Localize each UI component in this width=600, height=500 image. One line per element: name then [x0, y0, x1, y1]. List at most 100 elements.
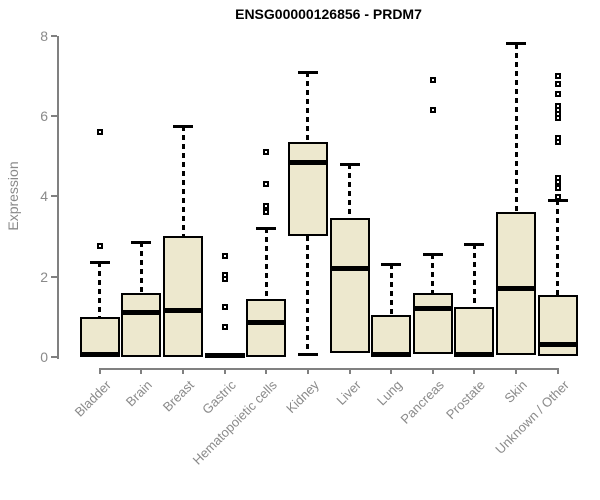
whisker-cap-upper-pancreas	[422, 252, 443, 256]
whisker-upper-skin	[514, 43, 518, 213]
y-tick-label: 0	[40, 348, 48, 365]
x-tick	[348, 368, 351, 374]
x-tick-label-brain: Brain	[123, 377, 156, 410]
y-tick-label: 4	[40, 188, 48, 205]
y-tick	[51, 115, 57, 118]
outlier-unknown-other	[554, 103, 561, 110]
outlier-pancreas	[429, 107, 436, 114]
outlier-unknown-other	[554, 194, 561, 201]
whisker-cap-upper-lung	[381, 262, 402, 266]
median-skin	[496, 286, 536, 292]
whisker-lower-kidney	[306, 236, 310, 355]
whisker-cap-upper-hematopoietic-cells	[256, 226, 277, 230]
median-lung	[371, 352, 412, 358]
whisker-cap-upper-brain	[131, 240, 152, 244]
outlier-unknown-other	[554, 73, 561, 80]
median-hematopoietic-cells	[246, 320, 287, 326]
median-liver	[329, 266, 370, 271]
x-tick	[515, 368, 517, 374]
outlier-unknown-other	[554, 185, 561, 192]
outlier-bladder	[96, 243, 103, 250]
box-kidney	[287, 142, 328, 237]
x-tick-label-lung: Lung	[373, 377, 406, 409]
outlier-hematopoietic-cells	[263, 181, 270, 188]
outlier-unknown-other	[554, 81, 561, 88]
median-gastric	[204, 352, 245, 358]
y-tick-label: 8	[40, 27, 48, 44]
whisker-upper-liver	[348, 164, 352, 219]
x-tick	[265, 368, 268, 374]
y-tick	[51, 195, 57, 198]
x-tick-label-gastric: Gastric	[198, 377, 239, 418]
median-brain	[121, 310, 162, 316]
whisker-upper-pancreas	[431, 254, 435, 293]
median-prostate	[454, 352, 495, 358]
median-breast	[163, 308, 204, 314]
x-tick-label-prostate: Prostate	[443, 377, 489, 423]
box-brain	[121, 292, 162, 357]
box-prostate	[454, 306, 495, 357]
y-tick	[51, 355, 57, 358]
whisker-cap-upper-unknown-other	[547, 198, 568, 202]
outlier-hematopoietic-cells	[263, 149, 270, 156]
y-tick-label: 6	[40, 108, 48, 125]
box-lung	[371, 314, 412, 357]
whisker-cap-upper-bladder	[89, 260, 110, 264]
x-tick-label-skin: Skin	[501, 377, 530, 406]
outlier-gastric	[221, 271, 228, 278]
whisker-cap-upper-skin	[506, 42, 526, 46]
whisker-upper-bladder	[98, 262, 102, 317]
y-tick-label: 2	[40, 268, 48, 285]
outlier-gastric	[221, 303, 228, 310]
whisker-cap-upper-liver	[339, 162, 360, 166]
whisker-upper-hematopoietic-cells	[264, 228, 268, 299]
box-bladder	[79, 316, 120, 357]
x-tick	[140, 368, 143, 374]
outlier-gastric	[221, 253, 228, 260]
whisker-cap-lower-kidney	[297, 353, 318, 357]
x-tick-label-pancreas: Pancreas	[397, 377, 447, 427]
x-axis	[98, 368, 559, 370]
x-tick-label-bladder: Bladder	[71, 377, 114, 420]
whisker-cap-upper-kidney	[297, 70, 318, 74]
y-tick	[51, 275, 57, 278]
box-liver	[329, 218, 370, 353]
outlier-hematopoietic-cells	[263, 203, 270, 210]
whisker-upper-brain	[139, 242, 143, 293]
x-tick	[431, 368, 434, 374]
y-axis	[57, 35, 59, 359]
whisker-upper-lung	[389, 264, 393, 315]
box-pancreas	[412, 292, 453, 354]
x-tick-label-breast: Breast	[159, 377, 197, 415]
whisker-upper-unknown-other	[556, 200, 560, 295]
x-tick	[223, 368, 226, 374]
x-tick	[390, 368, 393, 374]
whisker-cap-upper-prostate	[464, 242, 485, 246]
x-tick	[556, 368, 559, 374]
x-tick	[182, 368, 185, 374]
outlier-bladder	[96, 129, 103, 136]
x-tick-label-unknown-other: Unknown / Other	[491, 377, 572, 457]
outlier-gastric	[221, 323, 228, 330]
x-tick	[98, 368, 101, 374]
median-kidney	[287, 159, 328, 165]
whisker-cap-upper-breast	[173, 124, 194, 128]
box-skin	[496, 212, 536, 355]
x-tick-label-liver: Liver	[332, 377, 364, 408]
outlier-pancreas	[429, 77, 436, 84]
box-hematopoietic-cells	[246, 298, 287, 357]
x-tick-label-kidney: Kidney	[283, 377, 322, 417]
median-unknown-other	[537, 342, 578, 348]
chart-title: ENSG00000126856 - PRDM7	[235, 6, 422, 22]
whisker-upper-kidney	[306, 72, 310, 143]
whisker-upper-prostate	[472, 244, 476, 307]
outlier-unknown-other	[554, 91, 561, 98]
outlier-unknown-other	[554, 135, 561, 142]
outlier-hematopoietic-cells	[263, 209, 270, 216]
x-tick	[473, 368, 476, 374]
y-tick	[51, 34, 57, 37]
box-breast	[163, 236, 204, 357]
outlier-unknown-other	[554, 175, 561, 182]
median-bladder	[79, 352, 120, 358]
